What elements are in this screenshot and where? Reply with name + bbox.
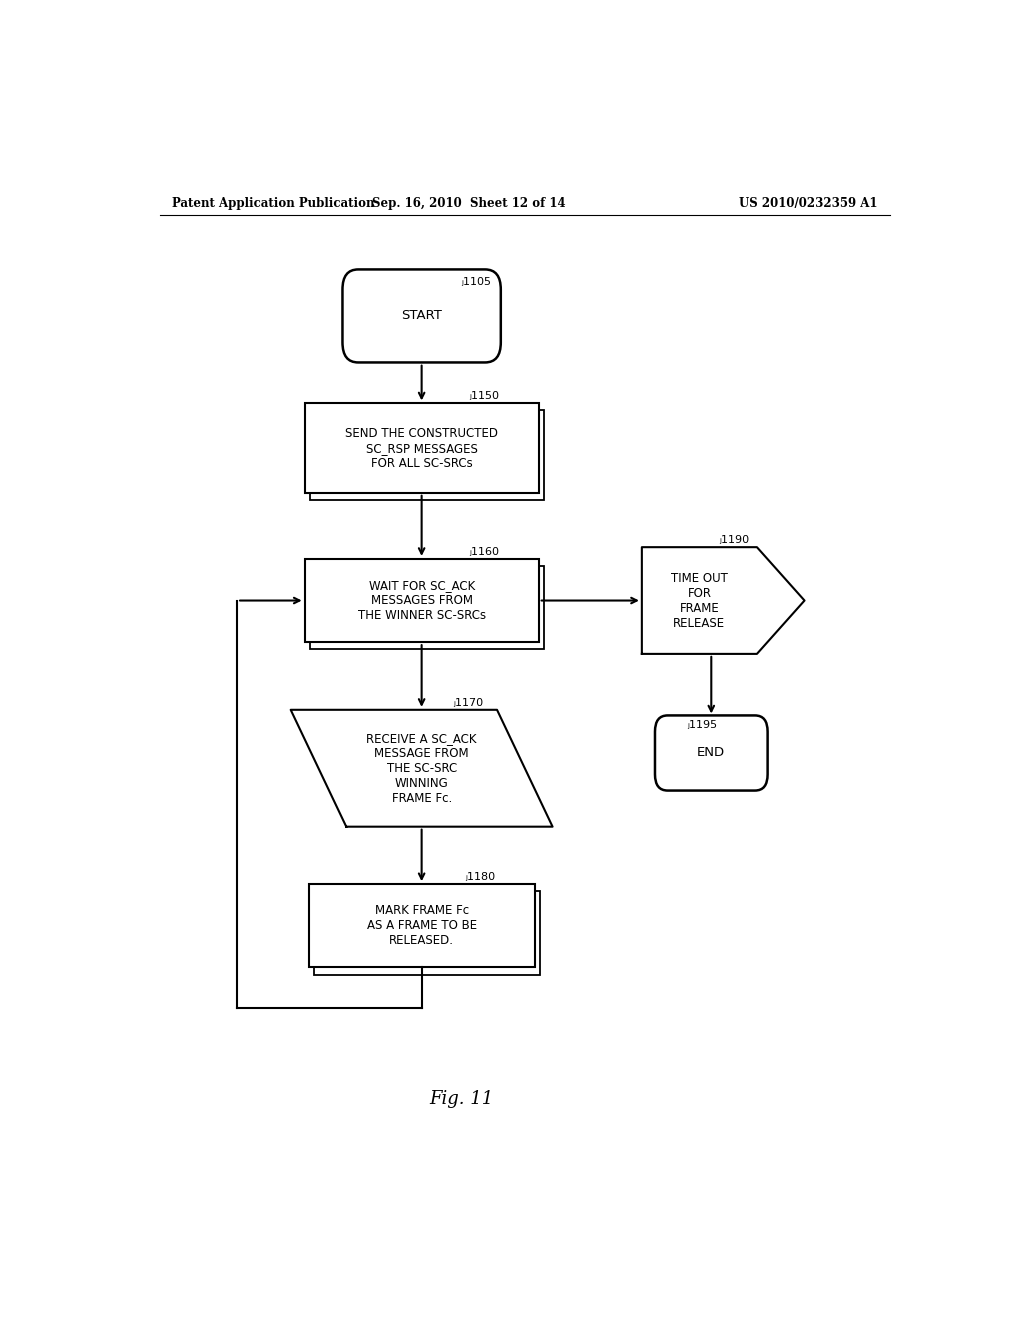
FancyBboxPatch shape: [655, 715, 768, 791]
Text: WAIT FOR SC_ACK
MESSAGES FROM
THE WINNER SC-SRCs: WAIT FOR SC_ACK MESSAGES FROM THE WINNER…: [357, 579, 485, 622]
Text: ⱼ1105: ⱼ1105: [461, 277, 492, 288]
Text: SEND THE CONSTRUCTED
SC_RSP MESSAGES
FOR ALL SC-SRCs: SEND THE CONSTRUCTED SC_RSP MESSAGES FOR…: [345, 426, 498, 470]
Text: ⱼ1190: ⱼ1190: [719, 535, 750, 545]
FancyBboxPatch shape: [342, 269, 501, 363]
Text: ⱼ1150: ⱼ1150: [469, 391, 500, 401]
Polygon shape: [291, 710, 553, 826]
Text: Fig. 11: Fig. 11: [429, 1089, 494, 1107]
Bar: [314, 891, 541, 974]
Text: ⱼ1170: ⱼ1170: [454, 698, 483, 708]
Bar: [304, 558, 539, 643]
Text: MARK FRAME Fc
AS A FRAME TO BE
RELEASED.: MARK FRAME Fc AS A FRAME TO BE RELEASED.: [367, 904, 477, 948]
Bar: [304, 404, 539, 492]
Bar: [310, 566, 544, 649]
Text: TIME OUT
FOR
FRAME
RELEASE: TIME OUT FOR FRAME RELEASE: [671, 572, 728, 630]
Bar: [308, 884, 535, 968]
Text: Patent Application Publication: Patent Application Publication: [172, 197, 374, 210]
Text: END: END: [697, 747, 725, 759]
Text: Sep. 16, 2010  Sheet 12 of 14: Sep. 16, 2010 Sheet 12 of 14: [373, 197, 566, 210]
Bar: [310, 411, 544, 500]
Text: ⱼ1160: ⱼ1160: [469, 546, 500, 557]
Polygon shape: [642, 548, 805, 653]
Text: ⱼ1180: ⱼ1180: [465, 873, 496, 882]
Text: START: START: [401, 309, 442, 322]
Text: RECEIVE A SC_ACK
MESSAGE FROM
THE SC-SRC
WINNING
FRAME Fc.: RECEIVE A SC_ACK MESSAGE FROM THE SC-SRC…: [367, 731, 477, 805]
Text: ⱼ1195: ⱼ1195: [687, 719, 718, 730]
Text: US 2010/0232359 A1: US 2010/0232359 A1: [739, 197, 878, 210]
